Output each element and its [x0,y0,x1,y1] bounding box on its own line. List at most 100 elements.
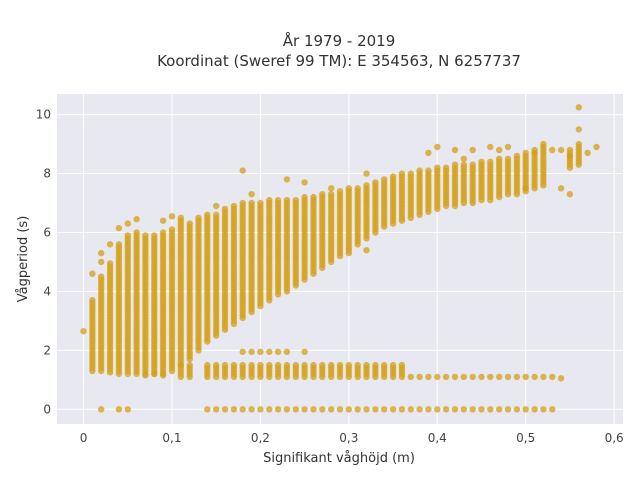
data-point [434,164,441,171]
data-point [478,373,485,381]
data-point [531,406,538,413]
chart-subtitle: Koordinat (Sweref 99 TM): E 354563, N 62… [157,52,521,70]
data-point [442,164,450,171]
data-point [540,140,547,148]
data-point [496,406,503,413]
y-tick-label: 2 [43,343,51,357]
data-point [177,361,184,369]
data-point [186,361,193,369]
data-point [566,152,574,160]
data-point [504,155,512,162]
data-point [124,220,131,227]
data-point [283,176,291,183]
data-point [283,361,291,369]
data-point [98,258,105,266]
data-point [115,406,123,413]
data-point [248,199,255,207]
data-point [274,348,282,355]
data-point [328,191,335,198]
y-tick-label: 6 [43,225,51,239]
data-point [487,373,494,381]
data-point [301,179,308,186]
data-point [274,196,282,204]
data-point [469,146,476,154]
data-point [407,170,414,177]
data-point [328,361,335,369]
data-point [593,143,600,151]
data-point [168,226,176,233]
data-point [204,211,211,218]
data-point [372,406,379,413]
data-point [98,249,105,257]
data-point [487,143,494,151]
data-point [301,193,308,201]
data-point [549,146,556,154]
data-point [478,406,485,413]
data-point [451,146,459,154]
data-point [186,220,193,227]
data-point [522,185,529,192]
data-point [540,373,547,381]
data-point [496,373,503,381]
data-point [151,370,158,378]
data-point [106,241,114,248]
data-point [416,373,423,381]
data-point [354,361,361,369]
data-point [248,191,255,198]
data-point [257,348,264,355]
data-point [460,406,467,413]
x-tick-label: 0,1 [162,431,181,445]
data-point [575,104,582,111]
data-point [513,373,521,381]
data-point [469,373,476,381]
data-point [283,348,291,355]
data-point [549,406,556,413]
data-point [204,361,211,369]
data-point [266,406,273,413]
data-point [389,406,397,413]
data-point [89,297,96,304]
data-points [80,104,600,413]
x-tick-label: 0,2 [251,431,270,445]
data-point [566,146,574,154]
x-tick-label: 0,3 [339,431,358,445]
data-point [239,348,246,355]
data-point [292,196,299,204]
chart-title: År 1979 - 2019 [283,31,396,50]
data-point [115,224,123,232]
data-point [204,406,211,413]
data-point [460,161,467,168]
data-point [159,217,167,224]
data-point [504,373,512,381]
data-point [442,406,450,413]
data-point [522,373,529,381]
data-point [213,406,220,413]
data-point [319,361,326,369]
data-point [248,361,255,369]
data-point [230,406,238,413]
data-point [425,167,432,174]
data-point [469,161,476,168]
data-point [460,155,467,162]
data-point [106,260,114,267]
x-axis-label: Signifikant våghöjd (m) [263,451,415,466]
data-point [425,406,432,413]
data-point [283,196,291,204]
data-point [319,191,326,198]
data-point [442,373,450,381]
data-point [221,406,229,413]
data-point [221,361,229,369]
data-point [80,328,87,335]
y-axis-label: Vågperiod (s) [16,216,31,303]
data-point [513,406,521,413]
data-point [451,406,459,413]
data-point [425,149,432,157]
data-point [310,193,317,201]
data-point [363,406,370,413]
data-point [115,241,123,248]
y-tick-label: 0 [43,402,51,416]
data-point [557,185,565,192]
data-point [381,361,388,369]
data-point [566,191,574,198]
data-point [319,406,326,413]
